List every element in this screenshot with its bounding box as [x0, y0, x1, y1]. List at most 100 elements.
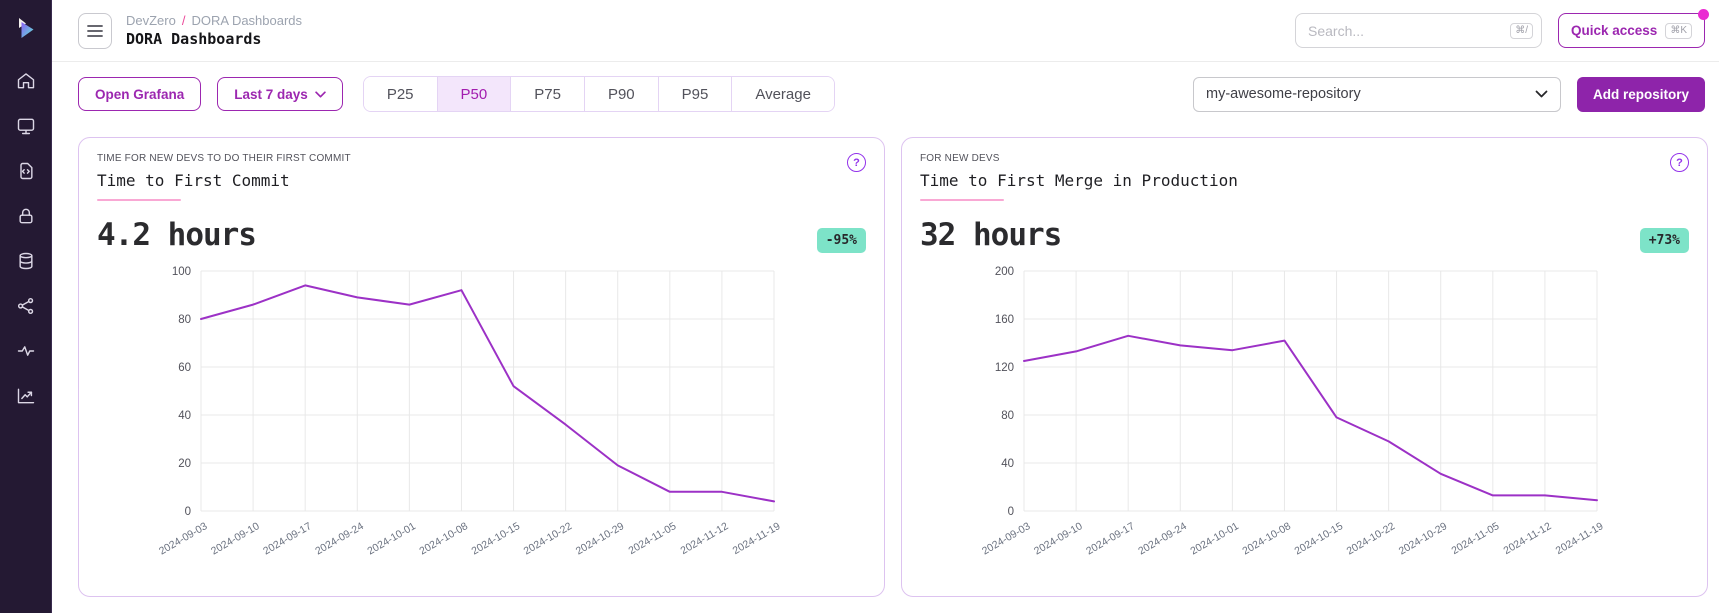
svg-text:2024-11-05: 2024-11-05: [1449, 520, 1501, 557]
line-chart: 0 20 40 60 80 100 2024-09-03 2024-09-10 2024-09-…: [97, 257, 866, 579]
svg-text:2024-11-19: 2024-11-19: [731, 520, 783, 557]
sidebar-item-database[interactable]: [15, 250, 37, 272]
svg-text:2024-10-29: 2024-10-29: [1397, 520, 1450, 557]
sidebar-nav: [15, 70, 37, 407]
search-shortcut-badge: ⌘/: [1510, 22, 1533, 39]
metric-value: 4.2 hours: [97, 217, 257, 253]
card-heading: TIME FOR NEW DEVS TO DO THEIR FIRST COMM…: [97, 153, 351, 201]
help-icon[interactable]: ?: [847, 153, 866, 172]
card-title: Time to First Merge in Production: [920, 171, 1238, 190]
database-icon: [18, 252, 33, 270]
svg-text:60: 60: [178, 362, 191, 374]
sidebar: [0, 0, 52, 613]
tab-average[interactable]: Average: [731, 77, 834, 111]
svg-text:2024-10-15: 2024-10-15: [470, 520, 523, 557]
card-heading: FOR NEW DEVS Time to First Merge in Prod…: [920, 153, 1238, 201]
svg-text:2024-10-08: 2024-10-08: [417, 520, 470, 557]
git-branch-icon: [17, 297, 33, 315]
svg-text:160: 160: [995, 314, 1014, 326]
svg-text:2024-09-24: 2024-09-24: [1136, 520, 1189, 557]
card-eyebrow: TIME FOR NEW DEVS TO DO THEIR FIRST COMM…: [97, 153, 351, 164]
svg-text:2024-09-03: 2024-09-03: [157, 520, 210, 557]
svg-text:80: 80: [178, 314, 191, 326]
svg-text:2024-10-22: 2024-10-22: [1345, 520, 1398, 557]
svg-text:100: 100: [172, 266, 191, 278]
chevron-down-icon: [1535, 90, 1548, 98]
toolbar-right: my-awesome-repository Add repository: [1192, 76, 1705, 112]
percentile-tabs: P25 P50 P75 P90 P95 Average: [362, 76, 835, 112]
svg-text:120: 120: [995, 362, 1014, 374]
page-title: DORA Dashboards: [126, 30, 262, 48]
sidebar-item-git-branch[interactable]: [15, 295, 37, 317]
svg-text:0: 0: [185, 506, 191, 518]
card-title: Time to First Commit: [97, 171, 290, 190]
open-grafana-button[interactable]: Open Grafana: [78, 77, 202, 111]
tab-p90[interactable]: P90: [583, 77, 658, 111]
devzero-logo-icon: [18, 18, 33, 38]
svg-text:2024-09-17: 2024-09-17: [261, 520, 314, 557]
main-area: DevZero / DORA Dashboards DORA Dashboard…: [52, 0, 1719, 613]
date-range-button[interactable]: Last 7 days: [217, 77, 343, 111]
sidebar-item-code-file[interactable]: [15, 160, 37, 182]
sidebar-item-lock[interactable]: [15, 205, 37, 227]
svg-text:2024-10-01: 2024-10-01: [1188, 520, 1241, 557]
trend-badge: -95%: [816, 228, 866, 253]
repository-select[interactable]: my-awesome-repository: [1192, 76, 1561, 112]
metric-card-time-to-first-merge: FOR NEW DEVS Time to First Merge in Prod…: [901, 137, 1708, 597]
svg-text:2024-10-15: 2024-10-15: [1293, 520, 1346, 557]
menu-button[interactable]: [78, 12, 112, 49]
quick-access-button[interactable]: Quick access ⌘K: [1558, 9, 1709, 48]
svg-text:2024-11-05: 2024-11-05: [626, 520, 678, 557]
repository-select-value: my-awesome-repository: [1205, 86, 1361, 102]
dashboard-cards: TIME FOR NEW DEVS TO DO THEIR FIRST COMM…: [52, 124, 1719, 597]
tab-p95[interactable]: P95: [657, 77, 732, 111]
breadcrumb-current: DORA Dashboards: [191, 13, 303, 28]
help-icon[interactable]: ?: [1670, 153, 1689, 172]
svg-text:20: 20: [178, 458, 191, 470]
lock-icon: [18, 208, 33, 224]
metric-value: 32 hours: [920, 217, 1062, 253]
svg-text:2024-09-24: 2024-09-24: [313, 520, 366, 557]
sidebar-item-monitor[interactable]: [15, 115, 37, 137]
trend-badge: +73%: [1639, 228, 1689, 253]
devzero-logo[interactable]: [11, 13, 41, 43]
chevron-down-icon: [315, 90, 326, 98]
search-input[interactable]: [1308, 22, 1503, 39]
quick-access-label: Quick access: [1571, 23, 1658, 38]
svg-text:2024-09-10: 2024-09-10: [1032, 520, 1085, 557]
monitor-icon: [17, 118, 34, 135]
svg-text:2024-09-03: 2024-09-03: [980, 520, 1033, 557]
header-titles: DevZero / DORA Dashboards DORA Dashboard…: [126, 13, 302, 48]
page-header: DevZero / DORA Dashboards DORA Dashboard…: [52, 0, 1719, 62]
search-box[interactable]: ⌘/: [1295, 13, 1542, 48]
tab-p50[interactable]: P50: [436, 77, 511, 111]
sidebar-item-activity[interactable]: [15, 340, 37, 362]
hamburger-icon: [87, 24, 103, 37]
title-underline: [97, 199, 181, 201]
breadcrumb-separator: /: [181, 13, 186, 28]
svg-text:2024-09-17: 2024-09-17: [1084, 520, 1137, 557]
breadcrumb: DevZero / DORA Dashboards: [126, 13, 302, 28]
activity-icon: [17, 346, 34, 356]
header-right: ⌘/ Quick access ⌘K: [1295, 9, 1709, 48]
svg-text:40: 40: [1001, 458, 1014, 470]
sidebar-item-home[interactable]: [15, 70, 37, 92]
svg-text:2024-10-01: 2024-10-01: [365, 520, 418, 557]
code-file-icon: [19, 162, 33, 180]
add-repository-button[interactable]: Add repository: [1576, 76, 1705, 112]
line-chart: 0 40 80 120 160 200 2024-09-03 2024-09-10 2024-0…: [920, 257, 1689, 579]
svg-text:2024-11-12: 2024-11-12: [679, 520, 731, 557]
svg-text:0: 0: [1008, 506, 1014, 518]
date-range-label: Last 7 days: [234, 86, 308, 102]
tab-p75[interactable]: P75: [510, 77, 584, 111]
sidebar-item-line-chart[interactable]: [15, 385, 37, 407]
tab-p25[interactable]: P25: [363, 77, 437, 111]
svg-text:2024-10-08: 2024-10-08: [1240, 520, 1293, 557]
breadcrumb-root[interactable]: DevZero: [126, 13, 176, 28]
metric-card-time-to-first-commit: TIME FOR NEW DEVS TO DO THEIR FIRST COMM…: [78, 137, 885, 597]
svg-text:2024-11-12: 2024-11-12: [1502, 520, 1554, 557]
quick-access-shortcut-badge: ⌘K: [1665, 22, 1692, 39]
line-chart-icon: [17, 388, 34, 404]
svg-text:80: 80: [1001, 410, 1014, 422]
